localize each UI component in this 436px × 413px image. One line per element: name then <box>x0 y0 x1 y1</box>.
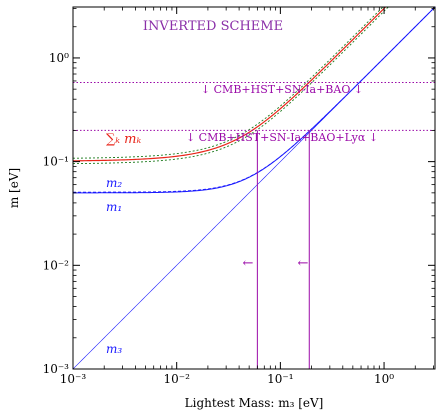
x-tick-label: 10⁰ <box>374 372 394 386</box>
bound-label-lower: ↓ CMB+HST+SN-Ia+BAO+Lyα ↓ <box>186 131 378 144</box>
m3-series-label: m₃ <box>106 342 122 356</box>
plot-area <box>73 7 435 369</box>
m1-series-label: m₁ <box>106 200 122 214</box>
series-sum-band-upper <box>73 7 384 159</box>
bound-label-upper: ↓ CMB+HST+SN-Ia+BAO ↓ <box>201 83 363 96</box>
x-axis-title: Lightest Mass: m₃ [eV] <box>185 396 324 410</box>
annotations: 10⁻³ 10⁻² 10⁻¹ 10⁰ 10⁻³ 10⁻² 10⁻¹ 10⁰ Lightest M… <box>7 19 394 410</box>
y-tick-label: 10⁻² <box>43 258 70 272</box>
m2-series-label: m₂ <box>106 176 122 190</box>
series-m2-line <box>73 7 435 193</box>
x-tick-label: 10⁻³ <box>60 372 87 386</box>
x-tick-label: 10⁻² <box>163 372 190 386</box>
y-tick-label: 10⁻¹ <box>43 155 69 169</box>
y-tick-label: 10⁻³ <box>43 362 70 376</box>
series-sum-band-lower <box>73 7 389 165</box>
arrow-left-2: ← <box>298 256 309 271</box>
arrow-left-1: ← <box>243 256 254 271</box>
scheme-title: INVERTED SCHEME <box>143 19 283 34</box>
axes <box>72 6 436 370</box>
y-axis-title: m [eV] <box>7 168 21 208</box>
x-tick-label: 10⁻¹ <box>267 372 293 386</box>
plot-frame <box>72 6 436 370</box>
sum-series-label: ∑ₖ mₖ <box>106 132 141 147</box>
y-tick-label: 10⁰ <box>49 51 69 65</box>
series-m1-line <box>73 7 435 194</box>
series-sum-line <box>73 7 387 162</box>
